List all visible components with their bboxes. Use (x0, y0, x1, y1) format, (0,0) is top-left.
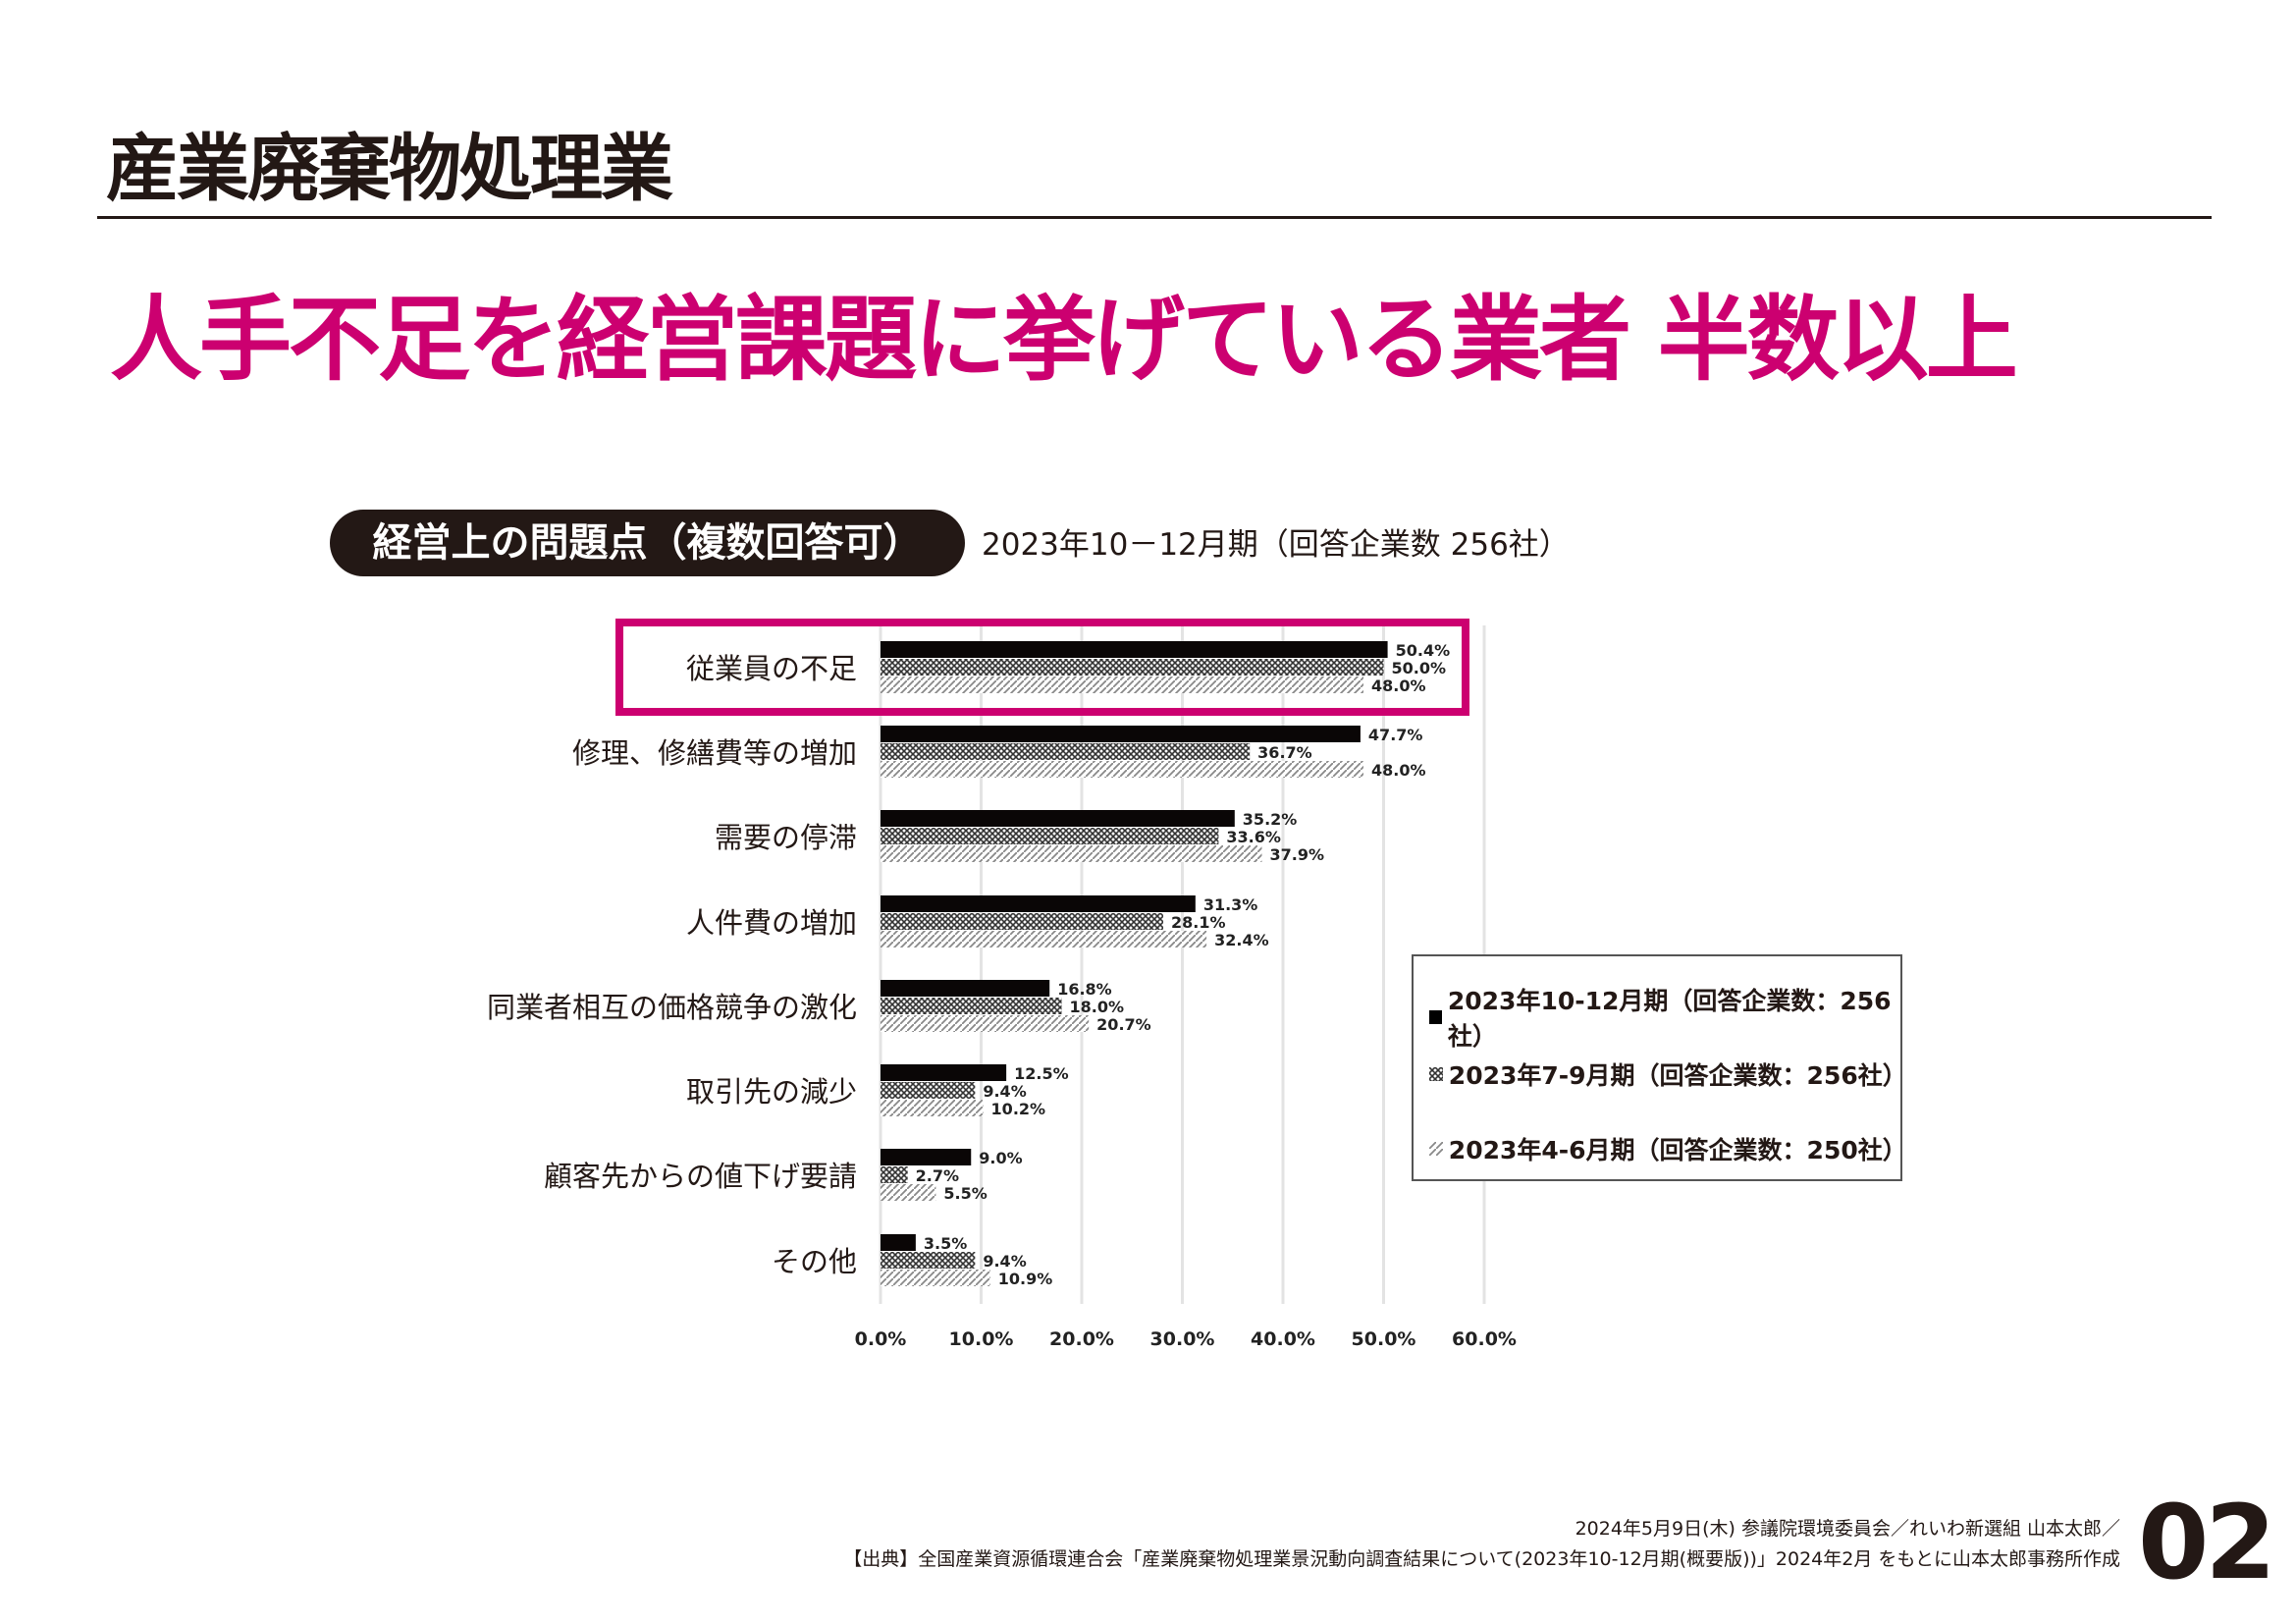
bar (881, 761, 1363, 778)
data-label: 28.1% (1171, 913, 1226, 932)
footer-source: 【出典】全国産業資源循環連合会「産業廃棄物処理業景況動向調査結果について(202… (843, 1548, 2120, 1570)
bar (881, 998, 1062, 1014)
data-label: 47.7% (1368, 726, 1423, 744)
category-label: 修理、修繕費等の増加 (572, 736, 857, 770)
data-label: 31.3% (1203, 895, 1258, 914)
data-label: 18.0% (1070, 998, 1125, 1016)
data-label: 36.7% (1257, 743, 1312, 762)
bar (881, 1234, 916, 1251)
data-label: 50.4% (1396, 641, 1451, 660)
bar (881, 677, 1363, 693)
bar (881, 828, 1219, 844)
bar (881, 726, 1361, 742)
legend-label: 2023年4-6月期（回答企業数：250社） (1448, 1136, 1907, 1164)
legend-label: 2023年10-12月期（回答企業数：256社） (1447, 987, 1892, 1051)
category-label: 同業者相互の価格競争の激化 (487, 991, 857, 1024)
category-label: 顧客先からの値下げ要請 (544, 1160, 857, 1193)
data-label: 32.4% (1214, 931, 1269, 949)
data-label: 9.0% (979, 1149, 1022, 1167)
x-tick-label: 20.0% (1049, 1328, 1114, 1350)
bar (881, 1252, 976, 1269)
bar (881, 895, 1196, 912)
data-label: 9.4% (983, 1082, 1026, 1101)
legend-item: 2023年7-9月期（回答企業数：256社） (1429, 1056, 1907, 1092)
category-label: 従業員の不足 (686, 652, 857, 685)
legend-label: 2023年7-9月期（回答企業数：256社） (1448, 1061, 1907, 1090)
category-label: 需要の停滞 (715, 821, 857, 854)
highlight-box (615, 619, 1469, 716)
data-label: 48.0% (1371, 677, 1426, 695)
bar (881, 931, 1207, 947)
bar (881, 1166, 908, 1183)
data-label: 10.9% (998, 1270, 1053, 1288)
bar (881, 845, 1262, 862)
bar (881, 1100, 984, 1116)
crosshatch-swatch-icon (1429, 1067, 1443, 1081)
x-tick-label: 60.0% (1452, 1328, 1517, 1350)
bar (881, 1064, 1007, 1081)
data-label: 10.2% (991, 1100, 1046, 1118)
data-label: 37.9% (1269, 845, 1324, 864)
bar (881, 913, 1164, 930)
x-tick-label: 40.0% (1251, 1328, 1315, 1350)
bar (881, 980, 1050, 997)
legend-item: 2023年10-12月期（回答企業数：256社） (1429, 982, 1900, 1053)
data-label: 16.8% (1057, 980, 1112, 999)
x-tick-label: 10.0% (949, 1328, 1014, 1350)
diagonal-swatch-icon (1429, 1142, 1443, 1156)
data-label: 2.7% (916, 1166, 959, 1185)
x-tick-label: 50.0% (1352, 1328, 1416, 1350)
solid-swatch-icon (1429, 1010, 1442, 1024)
chart-title-pill: 経営上の問題点（複数回答可） (330, 510, 965, 576)
bar (881, 810, 1235, 827)
chart-legend: 2023年10-12月期（回答企業数：256社） 2023年7-9月期（回答企業… (1412, 954, 1907, 1181)
chart-subtitle: 2023年10－12月期（回答企業数 256社） (982, 527, 1570, 563)
bar (881, 1270, 990, 1286)
category-label: 取引先の減少 (686, 1075, 857, 1109)
data-label: 33.6% (1226, 828, 1281, 846)
data-label: 20.7% (1096, 1015, 1151, 1034)
category-label: 人件費の増加 (686, 906, 857, 940)
bar (881, 1184, 936, 1201)
data-label: 12.5% (1014, 1064, 1069, 1083)
page-title: 産業廃棄物処理業 (106, 127, 673, 211)
bar (881, 659, 1384, 676)
title-divider (97, 216, 2212, 219)
data-label: 3.5% (924, 1234, 967, 1253)
category-label: その他 (772, 1245, 857, 1278)
bar (881, 1015, 1090, 1032)
bar (881, 641, 1388, 658)
bar (881, 1149, 972, 1165)
data-label: 50.0% (1392, 659, 1447, 677)
legend-item: 2023年4-6月期（回答企業数：250社） (1429, 1131, 1907, 1166)
footer-event: 2024年5月9日(木) 参議院環境委員会／れいわ新選組 山本太郎／ (1575, 1518, 2120, 1540)
x-tick-label: 30.0% (1150, 1328, 1215, 1350)
data-label: 35.2% (1243, 810, 1298, 829)
data-label: 48.0% (1371, 761, 1426, 780)
data-label: 9.4% (983, 1252, 1026, 1271)
bar (881, 743, 1251, 760)
page-number: 02 (2138, 1483, 2276, 1602)
x-tick-label: 0.0% (855, 1328, 907, 1350)
headline: 人手不足を経営課題に挙げている業者 半数以上 (110, 287, 2018, 394)
bar (881, 1082, 976, 1099)
data-label: 5.5% (943, 1184, 987, 1203)
